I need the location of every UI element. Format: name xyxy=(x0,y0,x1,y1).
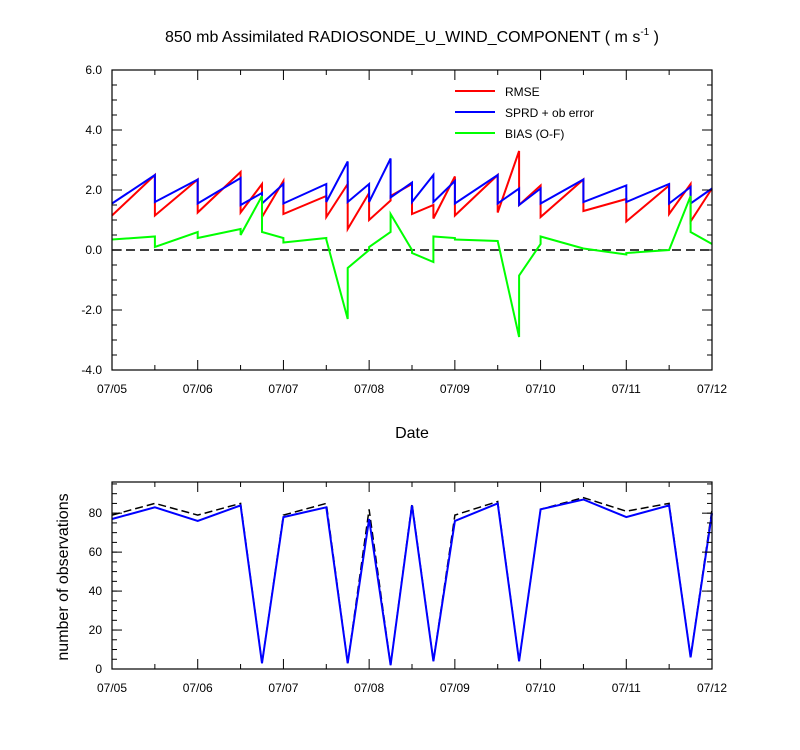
legend-label-rmse: RMSE xyxy=(505,85,540,99)
x-tick-label: 07/05 xyxy=(97,382,127,396)
y-tick-label: 80 xyxy=(89,506,103,520)
x-tick-label: 07/09 xyxy=(440,382,470,396)
x-tick-label: 07/10 xyxy=(526,681,556,695)
observation-count-plot: 07/05 07/06 07/07 07/08 07/09 07/10 07/11 07/12… xyxy=(89,481,727,695)
y-axis-title-observations: number of observations xyxy=(55,493,72,660)
x-tick-label: 07/08 xyxy=(354,382,384,396)
x-tick-label: 07/07 xyxy=(268,681,298,695)
x-tick-label: 07/12 xyxy=(697,681,727,695)
x-tick-label: 07/06 xyxy=(183,681,213,695)
x-tick-label: 07/11 xyxy=(612,681,641,695)
y-tick-label: 60 xyxy=(89,545,103,559)
series-line-sprd-ob-error xyxy=(111,158,713,208)
y-tick-label: 0 xyxy=(95,662,102,676)
legend-label-bias-o-f: BIAS (O-F) xyxy=(505,127,564,141)
x-tick-label: 07/05 xyxy=(97,681,127,695)
x-tick-label: 07/11 xyxy=(612,382,641,396)
y-tick-label: -4.0 xyxy=(81,363,102,377)
x-tick-label: 07/06 xyxy=(183,382,213,396)
plot-frame xyxy=(111,69,713,371)
chart-title: 850 mb Assimilated RADIOSONDE_U_WIND_COM… xyxy=(165,27,659,46)
x-tick-label: 07/08 xyxy=(354,681,384,695)
x-tick-label: 07/09 xyxy=(440,681,470,695)
series-line-total-observations xyxy=(111,496,713,666)
y-tick-label: 40 xyxy=(89,584,103,598)
x-tick-label: 07/10 xyxy=(526,382,556,396)
series-line-assimilated-observations xyxy=(111,498,713,666)
x-axis-title: Date xyxy=(395,425,429,442)
series-line-bias-o-f xyxy=(111,195,713,338)
y-tick-label: 4.0 xyxy=(85,123,102,137)
y-tick-label: 0.0 xyxy=(85,243,102,257)
legend-label-sprd-ob-error: SPRD + ob error xyxy=(505,106,594,120)
y-tick-label: -2.0 xyxy=(81,303,102,317)
y-tick-label: 20 xyxy=(89,623,103,637)
y-tick-label: 2.0 xyxy=(85,183,102,197)
x-tick-label: 07/12 xyxy=(697,382,727,396)
rmse-bias-plot: 07/05 07/06 07/07 07/08 07/09 07/10 07/11 07/12… xyxy=(81,63,727,396)
legend: RMSE SPRD + ob error BIAS (O-F) xyxy=(455,85,594,141)
x-tick-label: 07/07 xyxy=(268,382,298,396)
y-tick-label: 6.0 xyxy=(85,63,102,77)
